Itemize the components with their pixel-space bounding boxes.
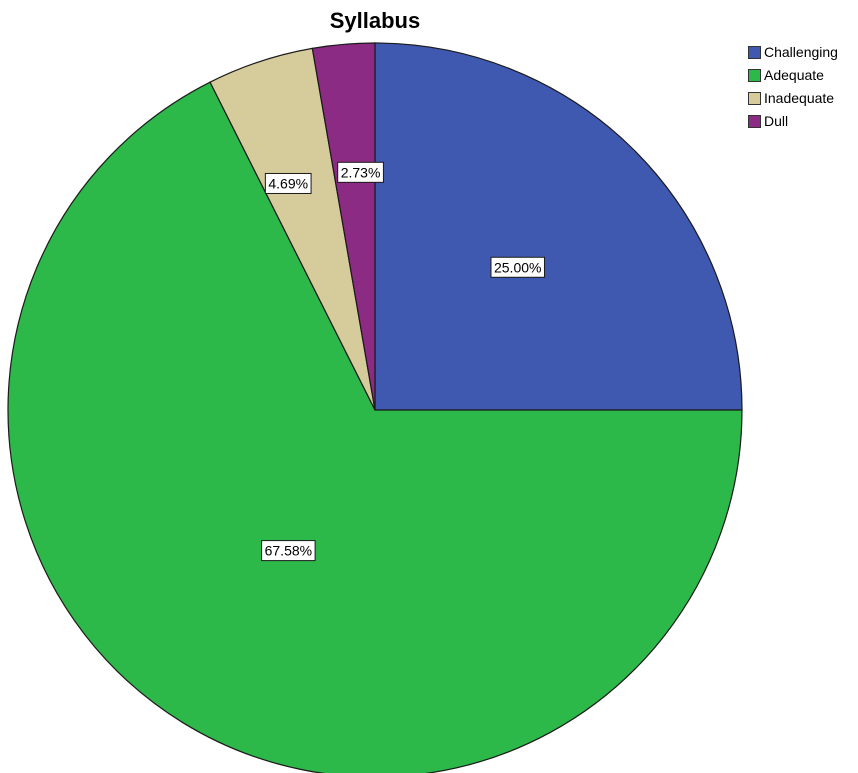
- legend-swatch-dull: [748, 114, 761, 128]
- legend-label-challenging: Challenging: [764, 44, 838, 60]
- legend-label-dull: Dull: [764, 113, 789, 129]
- legend-item-adequate: Adequate: [748, 66, 838, 84]
- data-label-box-adequate: [261, 540, 316, 562]
- data-label-text-dull: 2.73%: [341, 164, 381, 180]
- data-label-text-adequate: 67.58%: [265, 543, 312, 559]
- legend: Challenging Adequate Inadequate Dull: [748, 43, 838, 135]
- pie-slice-dull: [311, 42, 376, 411]
- data-label-challenging: 25.00%: [490, 256, 545, 278]
- chart-title: Syllabus: [329, 8, 421, 33]
- legend-swatch-inadequate: [748, 91, 761, 105]
- data-label-dull: 2.73%: [337, 161, 384, 183]
- pie-slice-adequate: [7, 81, 743, 773]
- data-label-text-challenging: 25.00%: [494, 259, 541, 275]
- data-label-adequate: 67.58%: [261, 540, 316, 562]
- legend-label-adequate: Adequate: [764, 67, 824, 83]
- legend-label-inadequate: Inadequate: [764, 90, 835, 106]
- data-label-box-inadequate: [264, 172, 312, 194]
- legend-swatch-challenging: [748, 45, 761, 59]
- data-label-box-challenging: [490, 256, 545, 278]
- legend-item-inadequate: Inadequate: [748, 89, 838, 107]
- legend-item-challenging: Challenging: [748, 43, 838, 61]
- data-label-box-dull: [337, 161, 384, 183]
- data-label-text-inadequate: 4.69%: [268, 175, 308, 191]
- pie-slice-challenging: [374, 42, 743, 411]
- data-label-inadequate: 4.69%: [264, 172, 312, 194]
- legend-swatch-adequate: [748, 68, 761, 82]
- legend-item-dull: Dull: [748, 112, 838, 130]
